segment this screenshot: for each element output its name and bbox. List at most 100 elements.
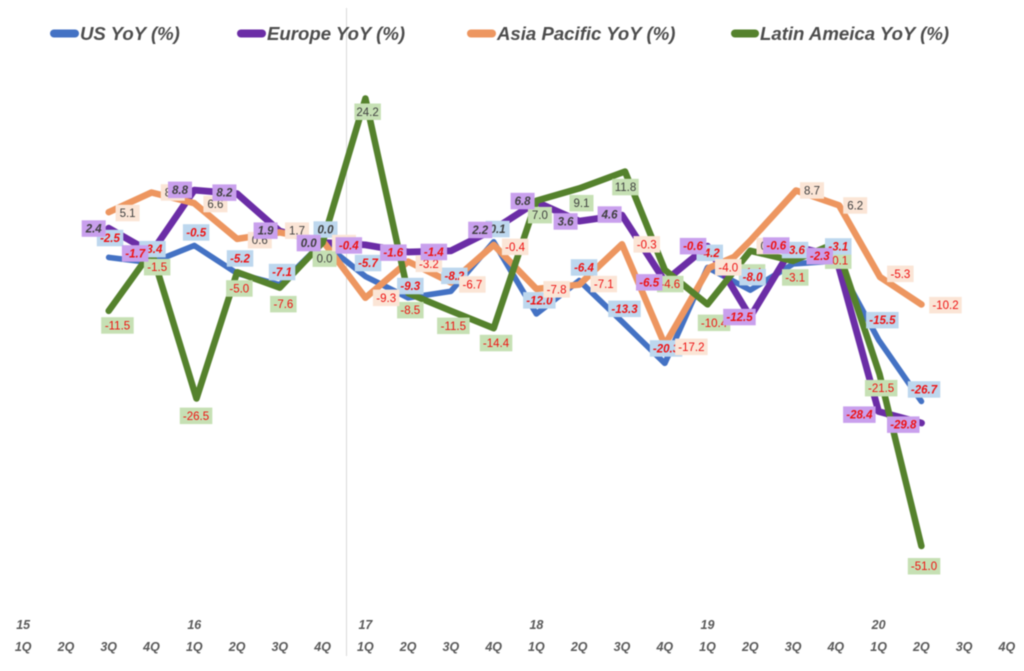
svg-text:-0.1: -0.1 bbox=[828, 256, 848, 268]
svg-text:3Q: 3Q bbox=[100, 640, 117, 654]
svg-text:US YoY (%): US YoY (%) bbox=[80, 23, 180, 44]
svg-text:-5.7: -5.7 bbox=[358, 258, 378, 270]
svg-text:-29.8: -29.8 bbox=[890, 420, 917, 432]
svg-text:1Q: 1Q bbox=[699, 640, 716, 654]
svg-text:-10.2: -10.2 bbox=[932, 300, 958, 312]
svg-text:-3.1: -3.1 bbox=[785, 273, 805, 285]
svg-text:-8.0: -8.0 bbox=[743, 272, 763, 284]
svg-text:-28.4: -28.4 bbox=[846, 410, 873, 422]
svg-text:-11.5: -11.5 bbox=[441, 321, 466, 333]
svg-text:-0.6: -0.6 bbox=[683, 241, 703, 253]
svg-text:8.2: 8.2 bbox=[216, 188, 233, 200]
svg-text:-6.5: -6.5 bbox=[639, 277, 659, 289]
svg-text:-0.4: -0.4 bbox=[339, 240, 359, 252]
svg-text:1.9: 1.9 bbox=[258, 226, 275, 238]
svg-text:24.2: 24.2 bbox=[356, 107, 378, 119]
svg-text:15: 15 bbox=[16, 618, 31, 632]
svg-text:0.0: 0.0 bbox=[301, 238, 318, 250]
svg-text:2.4: 2.4 bbox=[85, 224, 103, 236]
svg-text:3Q: 3Q bbox=[614, 640, 631, 654]
svg-text:-5.2: -5.2 bbox=[230, 254, 250, 266]
svg-text:9.1: 9.1 bbox=[574, 198, 590, 210]
svg-text:4Q: 4Q bbox=[142, 640, 160, 654]
svg-text:-8.5: -8.5 bbox=[400, 305, 420, 317]
svg-text:-13.3: -13.3 bbox=[611, 304, 638, 316]
svg-text:0.0: 0.0 bbox=[317, 254, 333, 266]
svg-text:8.7: 8.7 bbox=[804, 185, 820, 197]
svg-text:3Q: 3Q bbox=[956, 640, 973, 654]
svg-text:-26.5: -26.5 bbox=[183, 411, 209, 423]
svg-text:-15.5: -15.5 bbox=[869, 315, 896, 327]
svg-text:-21.5: -21.5 bbox=[868, 383, 894, 395]
svg-text:-1.6: -1.6 bbox=[383, 248, 403, 260]
svg-text:-1.5: -1.5 bbox=[147, 262, 167, 274]
svg-text:1Q: 1Q bbox=[15, 640, 32, 654]
svg-text:-9.3: -9.3 bbox=[376, 293, 396, 305]
svg-text:5.1: 5.1 bbox=[120, 208, 136, 220]
svg-text:Europe YoY (%): Europe YoY (%) bbox=[267, 23, 405, 44]
svg-text:19: 19 bbox=[701, 618, 715, 632]
svg-text:-2.3: -2.3 bbox=[810, 251, 830, 263]
svg-text:-10.4: -10.4 bbox=[701, 318, 728, 330]
svg-text:3Q: 3Q bbox=[443, 640, 460, 654]
svg-text:6.2: 6.2 bbox=[847, 201, 863, 213]
svg-text:4Q: 4Q bbox=[655, 640, 673, 654]
svg-text:-5.3: -5.3 bbox=[890, 269, 910, 281]
svg-text:0.1: 0.1 bbox=[490, 224, 506, 236]
svg-text:4Q: 4Q bbox=[313, 640, 331, 654]
svg-text:-51.0: -51.0 bbox=[911, 561, 937, 573]
svg-text:6.6: 6.6 bbox=[207, 199, 223, 211]
svg-text:2Q: 2Q bbox=[399, 640, 417, 654]
svg-text:1Q: 1Q bbox=[870, 640, 887, 654]
svg-text:-17.2: -17.2 bbox=[678, 342, 704, 354]
svg-text:4Q: 4Q bbox=[484, 640, 502, 654]
svg-text:-26.7: -26.7 bbox=[911, 385, 938, 397]
svg-text:4Q: 4Q bbox=[998, 640, 1016, 654]
svg-text:-4.6: -4.6 bbox=[660, 279, 680, 291]
svg-text:-3.6: -3.6 bbox=[785, 245, 805, 257]
svg-text:-9.3: -9.3 bbox=[400, 281, 420, 293]
svg-text:-12.5: -12.5 bbox=[726, 312, 753, 324]
svg-text:-4.0: -4.0 bbox=[718, 262, 738, 274]
svg-text:Latin Ameica YoY (%): Latin Ameica YoY (%) bbox=[760, 23, 949, 44]
svg-text:2Q: 2Q bbox=[228, 640, 246, 654]
svg-text:2Q: 2Q bbox=[741, 640, 759, 654]
svg-text:3Q: 3Q bbox=[271, 640, 288, 654]
svg-text:1Q: 1Q bbox=[357, 640, 374, 654]
svg-text:18: 18 bbox=[529, 618, 543, 632]
svg-text:-6.7: -6.7 bbox=[462, 280, 482, 292]
svg-text:-14.4: -14.4 bbox=[483, 338, 510, 350]
svg-text:-11.5: -11.5 bbox=[105, 321, 130, 333]
svg-text:0.0: 0.0 bbox=[318, 225, 335, 237]
svg-text:2Q: 2Q bbox=[912, 640, 930, 654]
svg-text:2.2: 2.2 bbox=[471, 225, 489, 237]
svg-text:-20.3: -20.3 bbox=[653, 344, 680, 356]
svg-text:2Q: 2Q bbox=[570, 640, 588, 654]
svg-text:16: 16 bbox=[187, 618, 202, 632]
svg-text:2Q: 2Q bbox=[57, 640, 75, 654]
svg-text:-3.2: -3.2 bbox=[419, 259, 439, 271]
svg-text:-5.0: -5.0 bbox=[229, 284, 249, 296]
svg-text:4Q: 4Q bbox=[826, 640, 844, 654]
svg-text:Asia Pacific YoY (%): Asia Pacific YoY (%) bbox=[496, 23, 675, 44]
svg-text:1Q: 1Q bbox=[186, 640, 203, 654]
svg-text:3.6: 3.6 bbox=[558, 217, 575, 229]
svg-text:-0.6: -0.6 bbox=[766, 241, 786, 253]
svg-text:-0.4: -0.4 bbox=[505, 242, 525, 254]
svg-text:1Q: 1Q bbox=[528, 640, 545, 654]
svg-text:-1.4: -1.4 bbox=[424, 247, 444, 259]
svg-text:-0.3: -0.3 bbox=[637, 239, 657, 251]
svg-text:6.8: 6.8 bbox=[515, 196, 532, 208]
svg-text:20: 20 bbox=[871, 618, 886, 632]
svg-text:4.6: 4.6 bbox=[601, 210, 619, 222]
svg-text:1.7: 1.7 bbox=[289, 226, 305, 238]
svg-text:3Q: 3Q bbox=[785, 640, 802, 654]
svg-text:-12.0: -12.0 bbox=[526, 295, 553, 307]
svg-text:-7.8: -7.8 bbox=[547, 284, 567, 296]
svg-text:-3.1: -3.1 bbox=[828, 241, 848, 253]
svg-text:11.8: 11.8 bbox=[615, 182, 637, 194]
svg-text:-0.5: -0.5 bbox=[186, 227, 206, 239]
svg-text:-7.1: -7.1 bbox=[594, 279, 614, 291]
svg-text:-6.4: -6.4 bbox=[574, 263, 594, 275]
svg-text:17: 17 bbox=[358, 618, 373, 632]
